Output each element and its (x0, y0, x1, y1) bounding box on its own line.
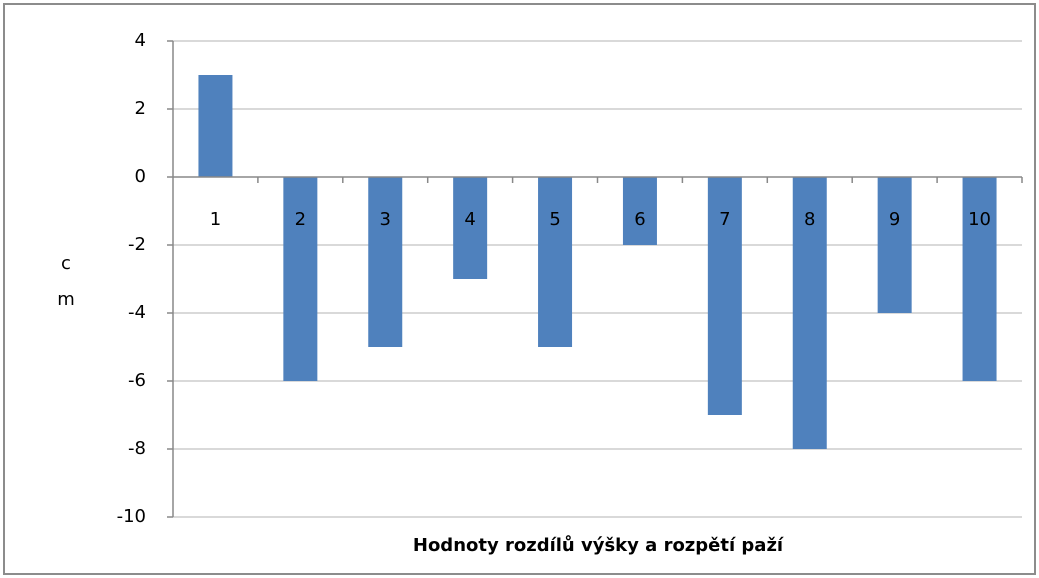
bar (962, 177, 997, 381)
y-tick-label: 0 (135, 166, 146, 187)
bar (622, 177, 657, 245)
x-tick-label: 8 (804, 209, 815, 230)
x-tick-label: 6 (634, 209, 645, 230)
bar (368, 177, 403, 347)
y-axis-title: c (61, 253, 71, 274)
y-tick-label: -4 (128, 302, 146, 323)
x-axis-title: Hodnoty rozdílů výšky a rozpětí paží (413, 534, 784, 556)
x-tick-label: 5 (549, 209, 560, 230)
bar (877, 177, 912, 313)
bar (792, 177, 827, 449)
bar (538, 177, 573, 347)
y-axis-title: m (57, 289, 75, 310)
bar (707, 177, 742, 415)
x-tick-label: 4 (464, 209, 475, 230)
y-tick-label: -2 (128, 234, 146, 255)
y-tick-label: -10 (117, 506, 146, 527)
y-tick-label: -6 (128, 370, 146, 391)
y-tick-label: 2 (135, 98, 146, 119)
bar (198, 75, 233, 177)
y-tick-label: 4 (135, 30, 146, 51)
x-tick-label: 7 (719, 209, 730, 230)
x-tick-label: 3 (380, 209, 391, 230)
y-tick-label: -8 (128, 438, 146, 459)
bar (453, 177, 488, 279)
x-tick-label: 10 (968, 209, 991, 230)
chart-frame (3, 3, 1036, 575)
x-tick-label: 2 (295, 209, 306, 230)
bar (283, 177, 318, 381)
x-tick-label: 9 (889, 209, 900, 230)
x-tick-label: 1 (210, 209, 221, 230)
